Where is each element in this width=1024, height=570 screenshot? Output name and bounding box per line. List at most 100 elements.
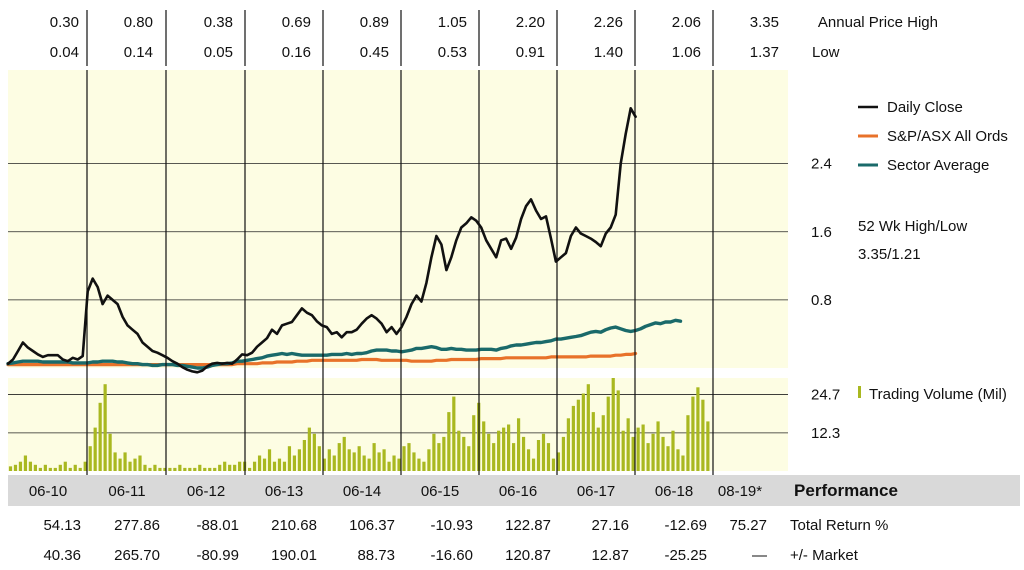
volume-bar — [188, 467, 192, 471]
volume-bar — [516, 418, 521, 471]
volume-bar — [238, 461, 242, 471]
volume-bar — [666, 446, 670, 471]
volume-bar — [691, 396, 695, 471]
volume-bar — [407, 443, 411, 471]
volume-bar — [357, 446, 361, 471]
performance-year: 06-11 — [108, 483, 145, 500]
volume-bar — [158, 467, 162, 471]
volume-bar — [332, 455, 336, 471]
volume-bar — [502, 427, 506, 471]
price-tick-label: 0.8 — [811, 292, 832, 309]
volume-bar — [551, 458, 556, 471]
price-gridlines: 0.8 1.6 2.4 — [8, 156, 832, 309]
volume-bar — [352, 452, 356, 471]
volume-bar — [292, 455, 297, 471]
legend-daily-close: Daily Close — [887, 99, 963, 116]
volume-bar — [701, 399, 705, 471]
annual-low-value: 0.45 — [360, 44, 389, 61]
total-return-value: 122.87 — [505, 517, 551, 534]
vs-market-value: -25.25 — [664, 547, 707, 564]
volume-bar — [118, 458, 122, 471]
volume-bar — [531, 458, 536, 471]
volume-bar — [73, 464, 77, 471]
vs-market-value: -80.99 — [196, 547, 239, 564]
volume-bar — [472, 415, 476, 471]
volume-bar — [28, 461, 33, 471]
volume-bar — [63, 461, 67, 471]
volume-bar — [526, 449, 531, 471]
volume-bar — [58, 464, 62, 471]
volume-bar — [138, 455, 142, 471]
volume-bar — [646, 443, 650, 471]
volume-bar — [452, 396, 456, 471]
annual-price-low-label: Low — [812, 44, 840, 61]
volume-bar — [327, 449, 331, 471]
annual-high-value: 0.30 — [50, 14, 79, 31]
total-return-value: -10.93 — [430, 517, 473, 534]
volume-bar — [432, 433, 436, 471]
volume-bar — [218, 464, 222, 471]
volume-bar — [143, 464, 147, 471]
volume-bar — [38, 467, 42, 471]
volume-bar — [8, 466, 13, 471]
volume-bar — [33, 464, 37, 471]
volume-bar — [696, 387, 700, 471]
volume-bar — [98, 402, 102, 471]
annual-price-high-label: Annual Price High — [818, 14, 938, 31]
total-return-value: 75.27 — [729, 517, 767, 534]
performance-year: 06-16 — [499, 483, 537, 500]
index-line — [6, 351, 638, 367]
volume-bar — [272, 461, 277, 471]
volume-bar — [198, 464, 202, 471]
volume-bar — [591, 412, 595, 471]
volume-bar — [676, 449, 680, 471]
volume-bar — [128, 461, 132, 471]
volume-bar — [372, 443, 376, 471]
performance-year: 06-10 — [29, 483, 67, 500]
volume-bar — [297, 449, 302, 471]
volume-bar — [457, 430, 461, 471]
volume-bar — [601, 415, 605, 471]
performance-year: 06-13 — [265, 483, 303, 500]
volume-bar — [267, 449, 272, 471]
annual-low-value: 1.06 — [672, 44, 701, 61]
volume-bar — [163, 467, 167, 471]
annual-high-value: 2.06 — [672, 14, 701, 31]
volume-bar — [133, 458, 137, 471]
volume-bar — [223, 461, 227, 471]
vs-market-value: 190.01 — [271, 547, 317, 564]
vs-market-value: 12.87 — [591, 547, 629, 564]
volume-bar — [307, 427, 311, 471]
volume-bar — [377, 452, 381, 471]
volume-bar — [282, 461, 287, 471]
total-return-value: 27.16 — [591, 517, 629, 534]
volume-bar — [153, 464, 157, 471]
volume-bar — [108, 433, 112, 471]
volume-bar — [556, 452, 561, 471]
volume-bar — [247, 467, 252, 471]
performance-year: 06-17 — [577, 483, 615, 500]
performance-table: 06-10 06-11 06-12 06-13 06-14 06-15 06-16 06-17… — [29, 483, 767, 564]
volume-bar — [43, 464, 47, 471]
volume-bar — [362, 455, 366, 471]
annual-low-value: 0.53 — [438, 44, 467, 61]
volume-bar — [507, 424, 511, 471]
volume-bar — [208, 467, 212, 471]
volume-bar — [193, 467, 197, 471]
volume-bar — [68, 467, 72, 471]
annual-high-low-header: Annual Price High Low 0.30 0.80 0.38 0.69 0.… — [50, 14, 938, 61]
legend-sector: Sector Average — [887, 157, 989, 174]
volume-bar — [581, 393, 585, 471]
vs-market-value: 120.87 — [505, 547, 551, 564]
volume-bar — [168, 467, 172, 471]
volume-bar — [233, 464, 237, 471]
annual-high-value: 2.26 — [594, 14, 623, 31]
volume-bar — [302, 440, 306, 471]
volume-bar — [656, 421, 660, 471]
vs-market-value: -16.60 — [430, 547, 473, 564]
legend-volume: Trading Volume (Mil) — [869, 386, 1007, 403]
volume-bar — [262, 458, 267, 471]
volume-bar — [536, 440, 541, 471]
volume-bar — [521, 436, 526, 471]
volume-tick-label: 12.3 — [811, 425, 840, 442]
